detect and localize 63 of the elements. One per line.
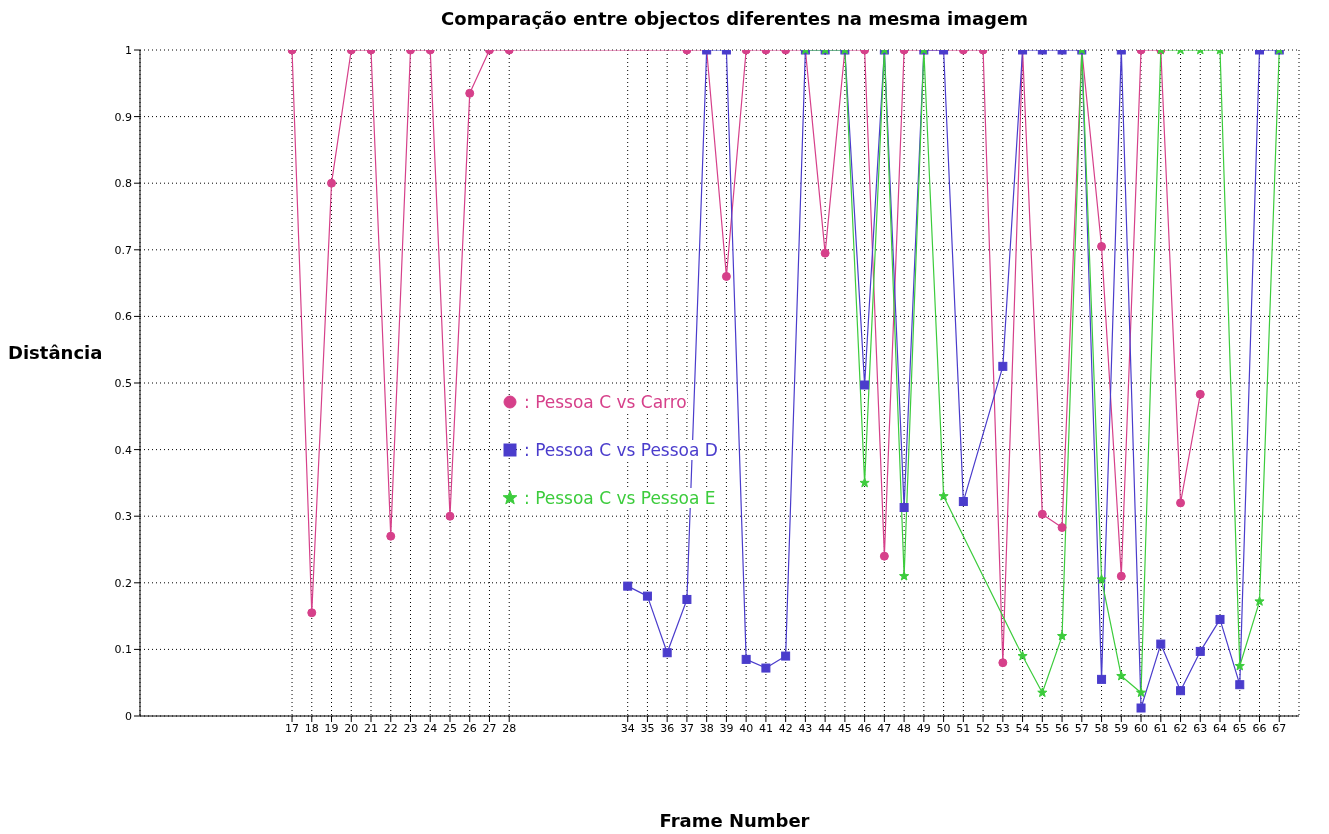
- x-tick-label: 66: [1252, 721, 1267, 735]
- x-tick-label: 50: [936, 721, 951, 735]
- x-tick-label: 21: [364, 721, 379, 735]
- x-tick-label: 28: [502, 721, 517, 735]
- x-tick-label: 61: [1153, 721, 1168, 735]
- x-tick-label: 49: [916, 721, 931, 735]
- x-tick-label: 56: [1055, 721, 1070, 735]
- x-tick-label: 55: [1035, 721, 1050, 735]
- x-axis-title: Frame Number: [658, 810, 811, 831]
- x-tick-label: 65: [1232, 721, 1247, 735]
- x-tick-label: 62: [1173, 721, 1188, 735]
- x-tick-label: 22: [383, 721, 398, 735]
- x-tick-label: 53: [995, 721, 1010, 735]
- x-tick-label: 44: [818, 721, 833, 735]
- x-tick-label: 39: [719, 721, 734, 735]
- x-tick-label: 58: [1094, 721, 1109, 735]
- x-tick-label: 43: [798, 721, 813, 735]
- x-tick-label: 59: [1114, 721, 1129, 735]
- y-tick-label: 0.2: [114, 576, 132, 590]
- y-tick-label: 0.1: [114, 643, 132, 657]
- x-tick-label: 42: [778, 721, 793, 735]
- chart-title: Comparação entre objectos diferentes na mesma imagem: [440, 8, 1029, 29]
- y-tick-label: 1: [125, 43, 132, 57]
- x-tick-label: 35: [640, 721, 655, 735]
- y-axis-title: Distância: [8, 342, 103, 363]
- x-tick-label: 38: [699, 721, 714, 735]
- x-tick-label: 41: [758, 721, 773, 735]
- x-tick-label: 19: [324, 721, 339, 735]
- x-tick-label: 63: [1193, 721, 1208, 735]
- y-tick-label: 0.7: [114, 243, 132, 257]
- x-tick-label: 48: [897, 721, 912, 735]
- y-tick-label: 0.6: [114, 310, 132, 324]
- x-tick-label: 52: [976, 721, 991, 735]
- x-tick-label: 18: [304, 721, 319, 735]
- x-tick-label: 60: [1134, 721, 1149, 735]
- x-tick-label: 46: [857, 721, 872, 735]
- legend-label: : Pessoa C vs Pessoa D: [524, 440, 718, 460]
- y-tick-label: 0: [125, 709, 132, 723]
- legend-label: : Pessoa C vs Pessoa E: [524, 488, 716, 508]
- x-tick-label: 20: [344, 721, 359, 735]
- y-tick-label: 0.8: [114, 177, 132, 191]
- x-tick-label: 47: [877, 721, 892, 735]
- y-tick-label: 0.3: [114, 510, 132, 524]
- y-tick-label: 0.5: [114, 376, 132, 390]
- x-tick-label: 57: [1074, 721, 1089, 735]
- x-tick-label: 27: [482, 721, 497, 735]
- x-tick-label: 24: [423, 721, 438, 735]
- x-tick-label: 40: [739, 721, 754, 735]
- x-tick-label: 26: [462, 721, 477, 735]
- x-tick-label: 54: [1015, 721, 1030, 735]
- y-tick-label: 0.4: [114, 443, 132, 457]
- x-tick-label: 17: [285, 721, 300, 735]
- x-tick-label: 23: [403, 721, 418, 735]
- x-tick-label: 25: [442, 721, 457, 735]
- x-tick-label: 37: [679, 721, 694, 735]
- x-tick-label: 67: [1272, 721, 1287, 735]
- x-tick-label: 34: [620, 721, 635, 735]
- x-tick-label: 64: [1213, 721, 1228, 735]
- y-tick-label: 0.9: [114, 110, 132, 124]
- legend-label: : Pessoa C vs Carro: [524, 392, 687, 412]
- x-tick-label: 51: [956, 721, 971, 735]
- x-tick-label: 45: [837, 721, 852, 735]
- x-tick-label: 36: [660, 721, 675, 735]
